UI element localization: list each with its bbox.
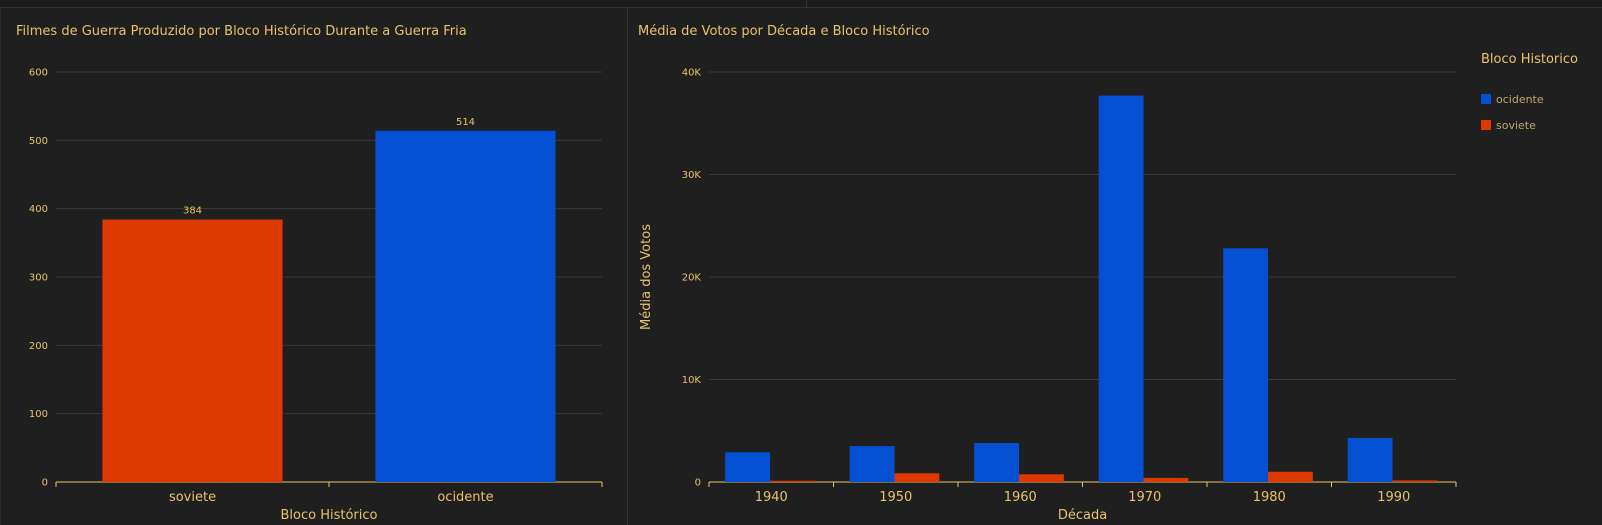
y-tick-label: 600: [29, 68, 48, 79]
y-tick-label: 300: [29, 273, 48, 284]
data-label: 384: [183, 206, 202, 217]
legend: Bloco Historico ocidente soviete: [1481, 52, 1591, 138]
x-axis-title: Década: [1058, 508, 1107, 523]
x-tick-label: 1940: [755, 490, 788, 505]
x-tick-label: ocidente: [437, 490, 493, 505]
bar-ocidente-1940: [725, 452, 771, 482]
y-tick-label: 20K: [682, 273, 702, 284]
bar-soviete: [102, 219, 283, 482]
top-separator: [806, 0, 807, 7]
legend-label: soviete: [1496, 118, 1536, 132]
bar-soviete-1990: [1392, 480, 1438, 482]
y-tick-label: 500: [29, 136, 48, 147]
x-tick-label: 1970: [1128, 490, 1161, 505]
data-label: 514: [456, 117, 475, 128]
chart-title: Média de Votos por Década e Bloco Histór…: [638, 24, 930, 39]
chart-title: Filmes de Guerra Produzido por Bloco His…: [16, 24, 467, 39]
x-tick-label: 1950: [879, 490, 912, 505]
y-tick-label: 30K: [682, 170, 702, 181]
bar-ocidente-1960: [974, 443, 1020, 482]
y-tick-label: 200: [29, 341, 48, 352]
bar-ocidente: [375, 130, 556, 482]
bar-soviete-1960: [1019, 474, 1064, 482]
x-tick-label: 1960: [1004, 490, 1037, 505]
bar-soviete-1940: [770, 480, 815, 482]
legend-item-soviete[interactable]: soviete: [1481, 112, 1591, 138]
top-border: [0, 0, 1602, 8]
bar-ocidente-1980: [1223, 248, 1269, 482]
bar-soviete-1970: [1143, 477, 1189, 482]
bar-ocidente-1970: [1098, 95, 1144, 482]
legend-swatch: [1481, 120, 1491, 130]
legend-swatch: [1481, 94, 1491, 104]
bar-ocidente-1950: [849, 446, 895, 482]
bar-soviete-1950: [894, 473, 940, 482]
y-tick-label: 0: [42, 478, 48, 489]
y-tick-label: 10K: [682, 375, 702, 386]
bar-soviete-1980: [1268, 471, 1313, 482]
legend-label: ocidente: [1496, 92, 1544, 106]
legend-title: Bloco Historico: [1481, 52, 1578, 67]
legend-item-ocidente[interactable]: ocidente: [1481, 86, 1591, 112]
y-tick-label: 0: [695, 478, 701, 489]
y-tick-label: 100: [29, 409, 48, 420]
x-axis-title: Bloco Histórico: [281, 508, 378, 523]
y-tick-label: 400: [29, 204, 48, 215]
y-axis-title: Média dos Votos: [639, 224, 654, 330]
x-tick-label: soviete: [169, 490, 216, 505]
x-tick-label: 1980: [1253, 490, 1286, 505]
bar-ocidente-1990: [1347, 437, 1393, 482]
x-tick-label: 1990: [1377, 490, 1410, 505]
y-tick-label: 40K: [682, 68, 702, 79]
